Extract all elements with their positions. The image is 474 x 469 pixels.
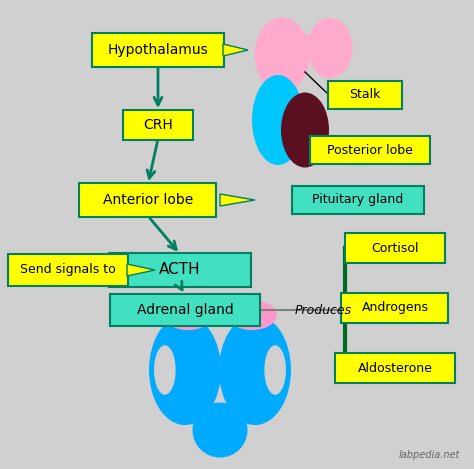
Text: Posterior lobe: Posterior lobe — [327, 144, 413, 157]
Text: ACTH: ACTH — [159, 263, 201, 278]
Text: labpedia.net: labpedia.net — [399, 450, 460, 460]
Ellipse shape — [154, 345, 176, 395]
Text: Pituitary gland: Pituitary gland — [312, 194, 404, 206]
Ellipse shape — [163, 300, 213, 330]
Text: Androgens: Androgens — [362, 302, 428, 315]
Text: Produces: Produces — [295, 303, 352, 317]
Ellipse shape — [308, 18, 353, 78]
Polygon shape — [127, 264, 155, 276]
FancyBboxPatch shape — [328, 81, 402, 109]
Text: Send signals to: Send signals to — [20, 264, 116, 277]
Ellipse shape — [227, 300, 277, 330]
Text: Aldosterone: Aldosterone — [357, 362, 432, 375]
FancyBboxPatch shape — [109, 253, 251, 287]
Polygon shape — [290, 35, 310, 80]
Polygon shape — [223, 44, 248, 56]
FancyBboxPatch shape — [8, 254, 128, 286]
Ellipse shape — [192, 402, 247, 457]
Ellipse shape — [149, 315, 221, 425]
FancyBboxPatch shape — [335, 353, 455, 383]
FancyBboxPatch shape — [123, 110, 193, 140]
FancyBboxPatch shape — [310, 136, 430, 164]
Text: Cortisol: Cortisol — [371, 242, 419, 255]
Text: Hypothalamus: Hypothalamus — [108, 43, 209, 57]
Text: CRH: CRH — [143, 118, 173, 132]
Ellipse shape — [255, 17, 310, 92]
FancyBboxPatch shape — [80, 183, 217, 217]
Ellipse shape — [281, 92, 329, 167]
FancyBboxPatch shape — [292, 186, 424, 214]
Polygon shape — [220, 194, 255, 206]
Ellipse shape — [252, 75, 304, 165]
Text: Anterior lobe: Anterior lobe — [103, 193, 193, 207]
Text: Stalk: Stalk — [349, 89, 381, 101]
Ellipse shape — [219, 315, 291, 425]
FancyBboxPatch shape — [345, 233, 445, 263]
Text: Adrenal gland: Adrenal gland — [137, 303, 233, 317]
FancyBboxPatch shape — [110, 294, 260, 326]
FancyBboxPatch shape — [341, 293, 448, 323]
FancyBboxPatch shape — [92, 33, 224, 67]
Ellipse shape — [264, 345, 286, 395]
